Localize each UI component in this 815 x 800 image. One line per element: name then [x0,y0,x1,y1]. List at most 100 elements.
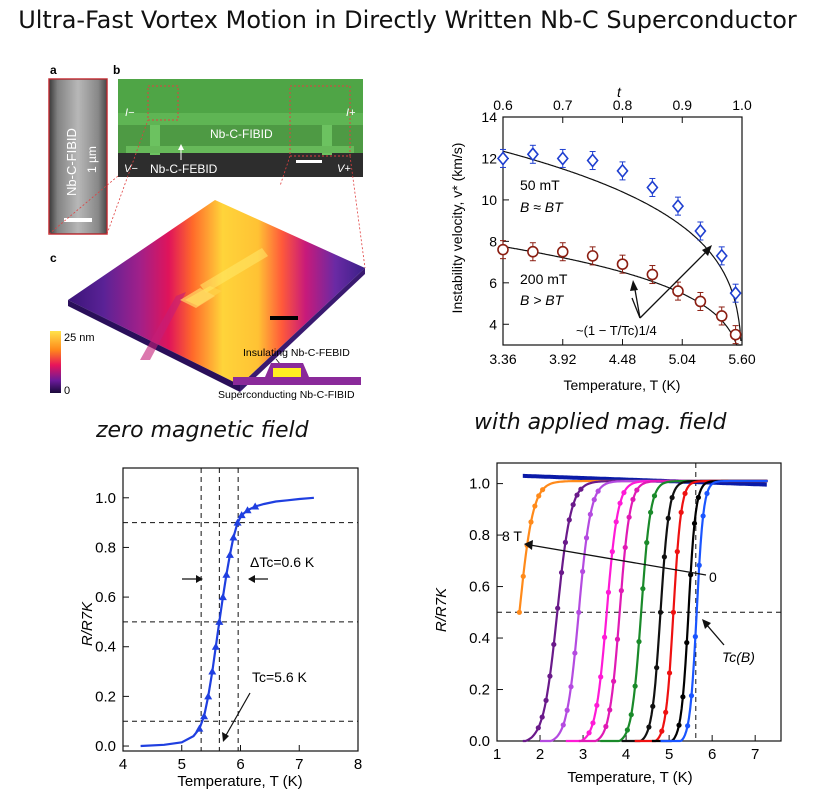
zero-field-x-tick-label: 4 [119,756,127,773]
field-marker-4 [609,549,615,555]
applied-field-plot-frame [496,462,782,742]
field-marker-2 [547,673,553,679]
field-marker-7 [650,703,656,709]
field-marker-7 [654,665,660,671]
instability-y-axis-label: Instability velocity, v* (km/s) [449,143,465,314]
field-marker-5 [630,496,636,503]
series-50mt-label: 50 mT [520,177,560,193]
field-marker-5 [614,636,621,642]
field-marker-4 [590,720,596,726]
insulating-label: Insulating Nb-C-FEBID [243,347,350,359]
zero-field-marker [208,667,217,675]
panel-b-letter: b [113,63,120,77]
field-marker-2 [562,539,569,545]
applied-field-y-tick-label: 0.2 [469,682,490,699]
fit-arrow-head [702,245,712,256]
tc-b-arrow [705,623,725,646]
field-marker-2 [558,569,565,576]
applied-field-x-tick-label: 7 [751,746,759,763]
field-marker-3 [568,684,574,690]
data-point-50mt [556,151,569,166]
superconducting-layer [233,377,361,385]
field-marker-2 [578,486,584,492]
field-marker-9 [688,572,694,578]
instability-y-tick-label: 8 [489,233,497,249]
field-marker-1 [536,493,542,499]
field-marker-5 [603,723,609,730]
instability-x-tick-label: 4.48 [609,351,636,367]
instability-top-axis-label: t [617,84,622,100]
field-marker-3 [572,650,578,656]
afm-surface [68,200,365,392]
field-marker-4 [605,589,612,595]
series-200mt-label: 200 mT [520,271,568,287]
instability-y-tick-label: 4 [489,316,497,332]
applied-field-y-tick-label: 0.8 [469,527,490,544]
field-curve-8 [634,479,768,743]
delta-arrow-right-head [248,575,255,583]
zero-field-marker [218,593,227,601]
field-marker-3 [591,497,597,503]
panel-a-letter: a [50,63,57,77]
panel-b-febid-label: Nb-C-FEBID [150,162,218,176]
data-point-200mt [646,268,659,281]
zero-field-x-tick-label: 6 [236,756,244,773]
zero-field-marker [222,570,231,578]
label-0t: 0 [709,569,717,585]
data-point-200mt [715,310,728,322]
instability-top-tick-label: 0.9 [673,97,693,113]
data-point-50mt [616,163,629,179]
contact-v-minus: V− [124,163,138,175]
field-curve-10 [660,479,768,743]
instability-y-tick-label: 10 [481,192,497,208]
panel-b-scale-bar [296,160,322,163]
field-marker-3 [576,609,582,615]
field-marker-10 [685,723,691,729]
zero-field-x-tick-label: 8 [354,756,362,773]
field-marker-5 [607,707,613,713]
zero-field-marker [204,692,213,700]
applied-field-y-axis-label: R/R7K [433,587,450,632]
instability-y-tick-label: 12 [481,150,497,166]
field-marker-5 [611,678,617,684]
zero-field-y-tick-label: 0.8 [95,539,116,556]
zero-field-marker [195,724,204,732]
applied-field-x-tick-label: 1 [493,746,501,763]
field-marker-6 [651,493,658,499]
delta-tc-label: ΔTc=0.6 K [250,554,315,570]
data-point-50mt [526,147,539,162]
colorbar-max-label: 25 nm [64,332,95,344]
field-marker-9 [684,640,690,646]
field-marker-2 [539,714,545,720]
field-marker-10 [692,634,698,640]
field-marker-4 [586,730,592,736]
field-marker-10 [696,562,702,568]
data-point-200mt [729,328,742,341]
zero-field-x-tick-label: 7 [295,756,303,773]
contact-v-plus: V+ [337,163,351,175]
data-point-50mt [729,285,742,301]
field-marker-3 [587,511,593,517]
field-marker-6 [632,683,638,689]
fit-arrow-head [630,280,638,291]
tc-arrow [224,692,251,738]
caption-applied-field: with applied mag. field [474,410,727,435]
zero-field-marker [243,506,252,514]
zero-field-x-axis-label: Temperature, T (K) [177,773,302,790]
field-marker-5 [618,588,624,594]
field-curve-2 [522,479,767,743]
label-8t: 8 T [502,528,522,544]
field-marker-5 [634,487,640,493]
zero-field-marker [237,511,246,519]
applied-field-y-tick-label: 0.6 [469,579,490,596]
panel-a-label: Nb-C-FIBID [64,128,79,196]
field-marker-4 [613,519,619,525]
zero-field-y-axis-label: R/R7K [79,601,96,646]
data-point-200mt [497,243,509,256]
caption-zero-field: zero magnetic field [96,418,309,443]
zero-field-marker [233,518,242,526]
data-point-200mt [527,245,539,258]
